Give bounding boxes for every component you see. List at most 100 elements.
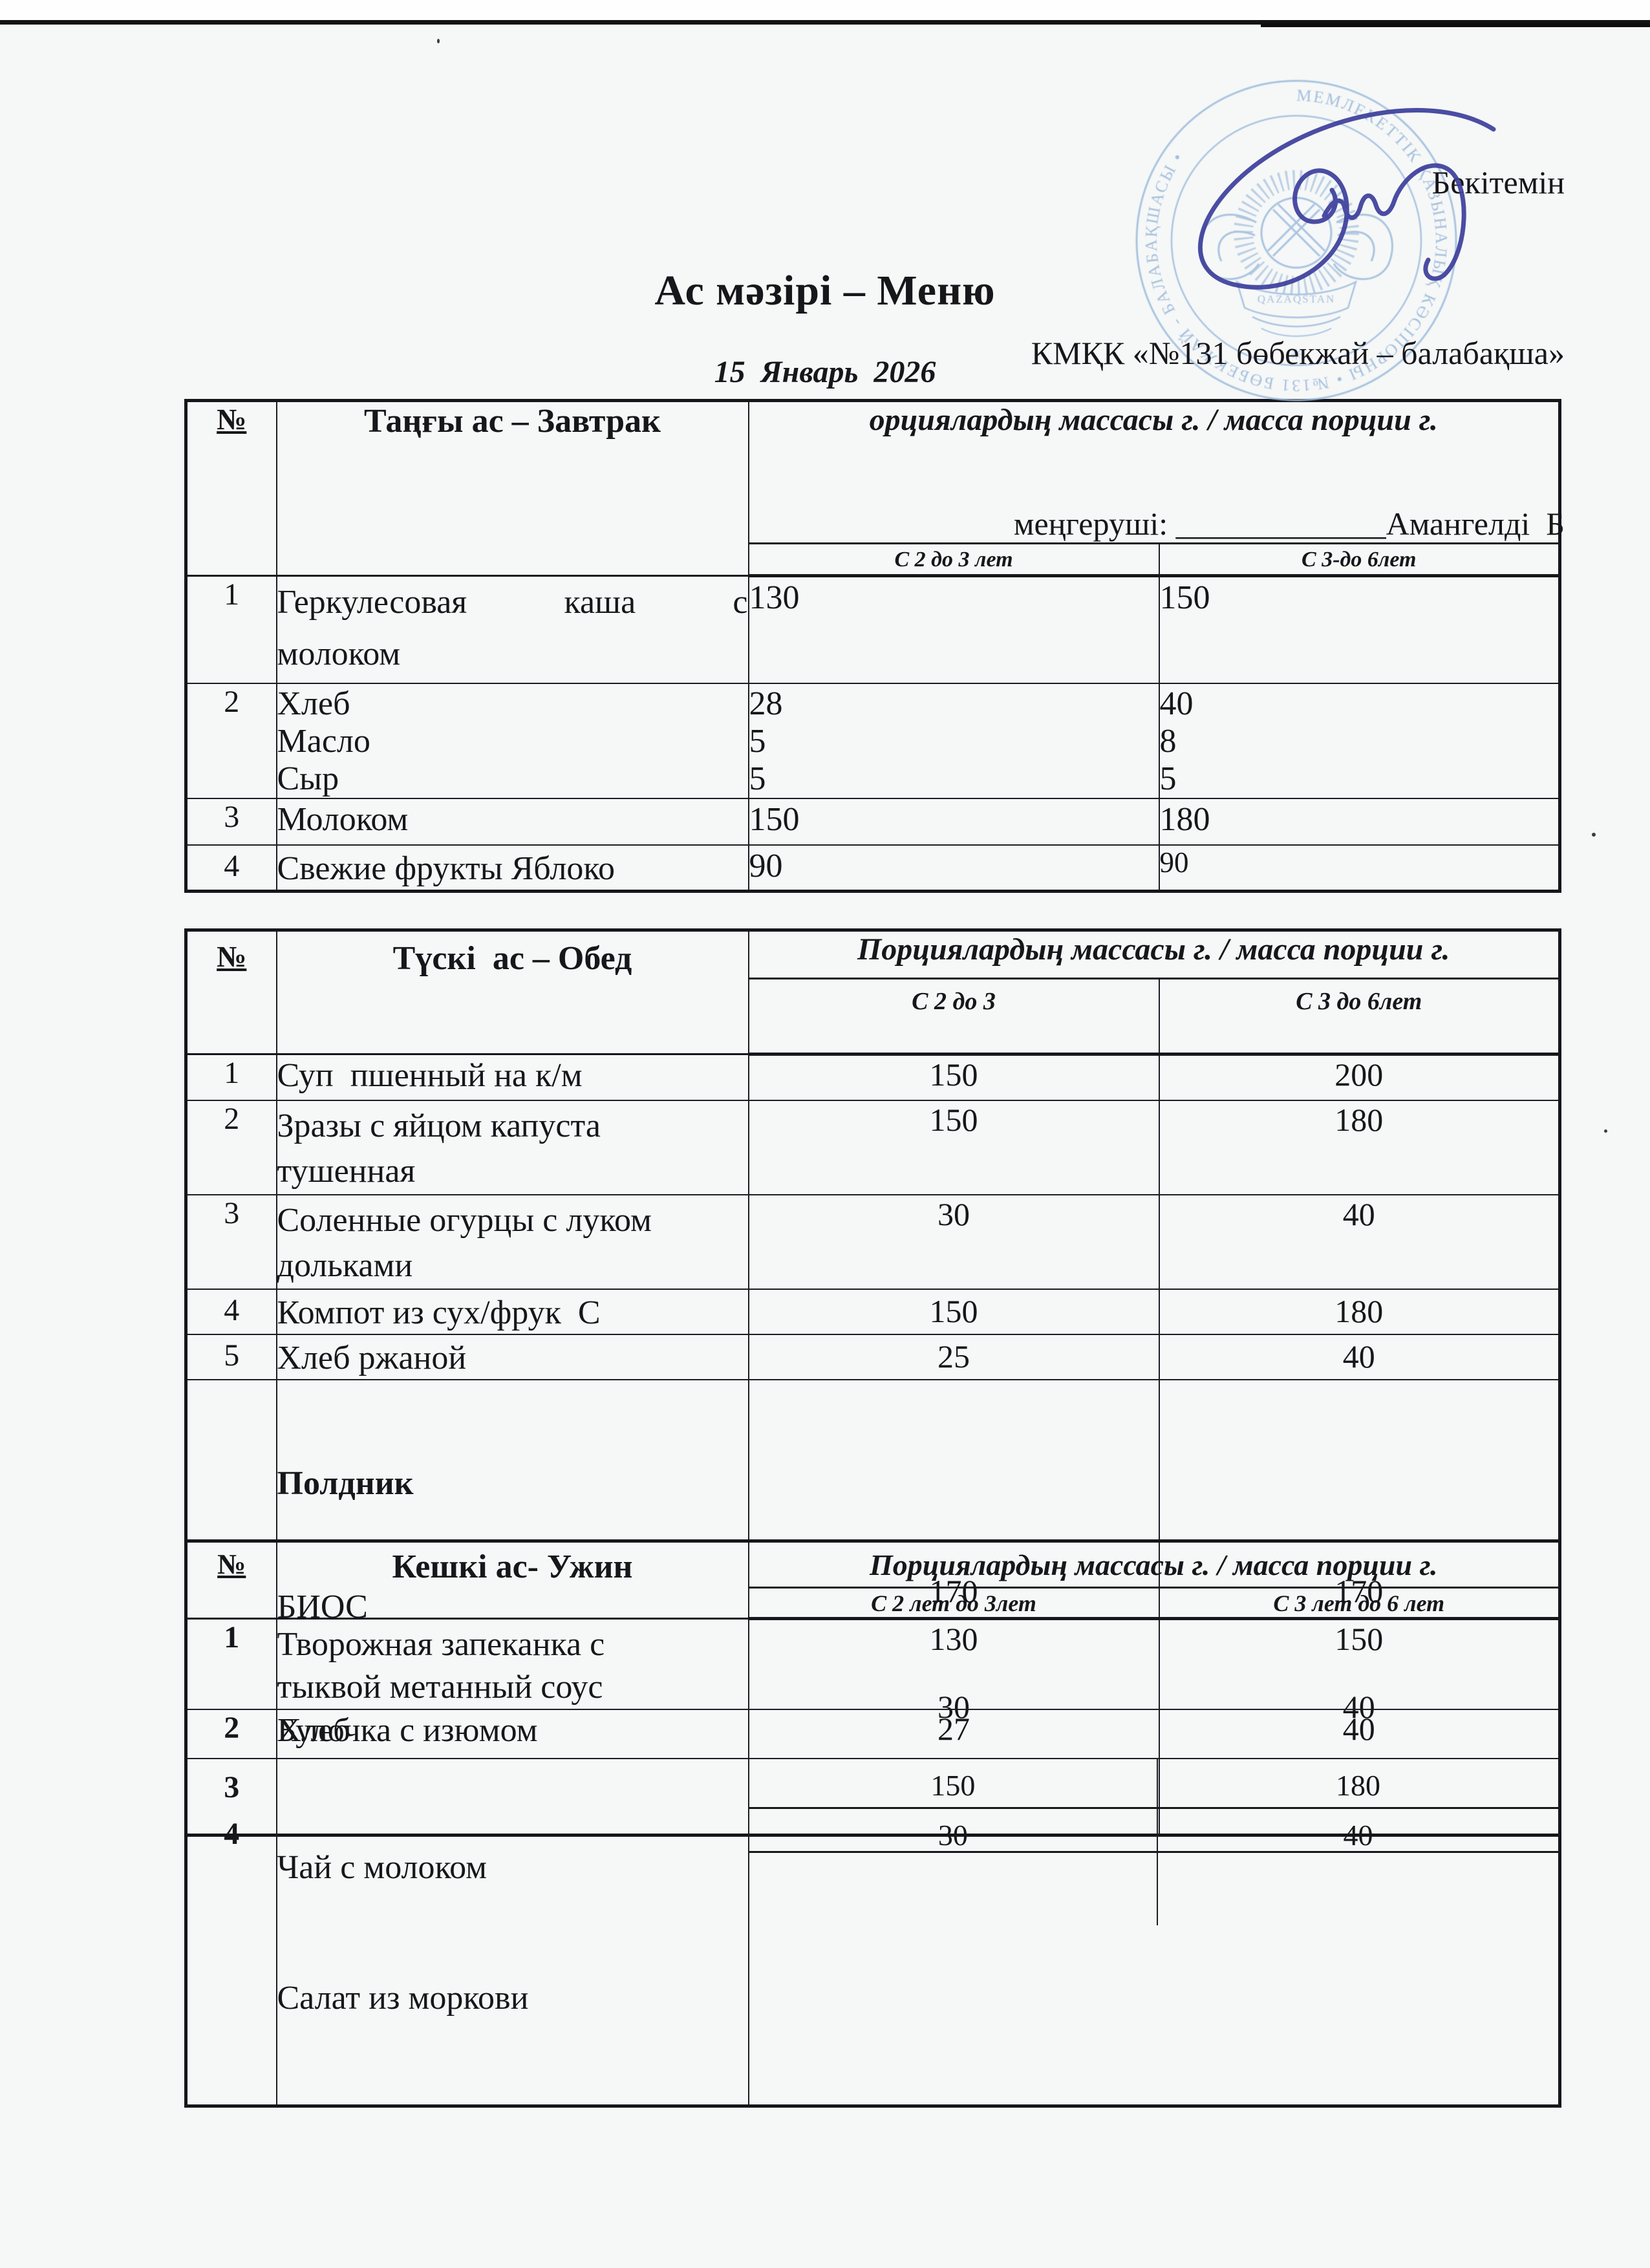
- row-number-cell: 3: [185, 1193, 277, 1290]
- portion-cell-3-6: 180: [1158, 1099, 1561, 1195]
- portion-cell-2-3: 150: [747, 1053, 1160, 1101]
- portion-cell-3-6: 180: [1158, 1760, 1558, 1809]
- row-number-cell: 4: [185, 1288, 277, 1335]
- portion-cell-2-3: 30: [749, 1809, 1159, 1853]
- merged-portions-cell: 150 180 30 40: [747, 1758, 1561, 2107]
- col-header-number: №: [185, 400, 277, 577]
- snack-heading: Полдник: [277, 1464, 414, 1502]
- portion-cell-2-3: 150: [747, 797, 1160, 846]
- scan-artifact-line: [0, 20, 1650, 25]
- col-header-number: №: [185, 1540, 277, 1620]
- scan-speck: [1604, 1129, 1607, 1133]
- portion-cell-3-6: 40 8 5: [1158, 682, 1561, 799]
- row-number-cell: 4: [185, 844, 277, 892]
- scan-speck: [1592, 833, 1596, 837]
- stamp-shanyrak-cross: [1267, 203, 1326, 257]
- portion-cell-3-6: 40: [1158, 1709, 1561, 1759]
- approval-line-organization: КМҚК «№131 бөбекжай – балабақша»: [1031, 335, 1565, 371]
- official-stamp: МЕМЛЕКЕТТІК ҚАЗЫНАЛЫҚ КӘСІПОРНЫ • №131 Б…: [1135, 80, 1457, 401]
- table-row: 5 Хлеб ржаной 25 40: [185, 1333, 1561, 1380]
- row-number-cell: 2: [185, 682, 277, 799]
- dish-cell: Хлеб ржаной: [275, 1333, 749, 1380]
- table-row: 3 Молоком 150 180: [185, 797, 1561, 846]
- col-header-age-3-6: С 3 до 6лет: [1158, 978, 1561, 1056]
- scan-artifact-line: [1261, 23, 1650, 27]
- signature-stroke: [1322, 163, 1466, 281]
- portion-cell-3-6: 180: [1158, 1288, 1561, 1335]
- row-number-cell: 5: [185, 1333, 277, 1380]
- table-row: 1 Творожная запеканка с тыквой метанный …: [185, 1618, 1561, 1710]
- row-number-cell: 3 4: [185, 1758, 277, 2107]
- col-header-portions: Порциялардың массасы г. / масса порции г…: [747, 929, 1561, 979]
- portion-cell-3-6: 40: [1158, 1333, 1561, 1380]
- stamp-ribbon-arc: [1252, 316, 1341, 328]
- dish-cell: Компот из сух/фрук С: [275, 1288, 749, 1335]
- table-row: 3 Соленные огурцы с луком дольками 30 40: [185, 1193, 1561, 1290]
- dinner-table: № Кешкі ас- Ужин Порциялардың массасы г.…: [184, 1539, 1561, 2108]
- stamp-center-text: QAZAQSTAN: [1258, 293, 1336, 305]
- col-header-meal: Түскі ас – Обед: [275, 929, 749, 1055]
- stamp-inner-ring: [1170, 114, 1422, 367]
- portion-cell-3-6: 40: [1158, 1193, 1561, 1290]
- signature-stroke: [1197, 108, 1496, 290]
- row-number-cell: 3: [185, 797, 277, 846]
- col-header-age-3-6: С 3-до 6лет: [1158, 542, 1561, 577]
- row-number-cell: 2: [185, 1099, 277, 1195]
- signature: [1197, 108, 1496, 290]
- portion-cell-2-3: 130: [747, 1618, 1160, 1710]
- approval-line-approved: Бекітемін: [1431, 164, 1565, 200]
- col-header-age-2-3: С 2 до 3 лет: [747, 542, 1160, 577]
- stamp-wing-right: [1333, 213, 1393, 281]
- portion-cell-2-3: 130: [747, 575, 1160, 684]
- approval-block: Бекітемін КМҚК «№131 бөбекжай – балабақш…: [1014, 40, 1565, 609]
- portion-cell-2-3: 28 5 5: [747, 682, 1160, 799]
- dish-cell: Соленные огурцы с луком дольками: [275, 1193, 749, 1290]
- portion-cell-empty: [750, 1853, 1159, 1925]
- col-header-portions: Порциялардың массасы г. / масса порции г…: [747, 1540, 1561, 1589]
- dish-line: Салат из моркови: [277, 1980, 529, 2017]
- scanner-edge-strip: [0, 0, 1650, 20]
- col-header-number: №: [185, 929, 277, 1055]
- row-number-cell: 1: [185, 575, 277, 684]
- col-header-age-2-3: С 2 лет до 3лет: [747, 1587, 1160, 1620]
- table-row: 4 Компот из сух/фрук С 150 180: [185, 1288, 1561, 1335]
- dish-cell: Творожная запеканка с тыквой метанный со…: [275, 1618, 749, 1710]
- page-title: Ас мәзірі – Меню: [654, 267, 996, 314]
- portion-cell-2-3: 90: [747, 844, 1160, 892]
- table-row: 1 Геркулесовая каша с молоком 130 150: [185, 575, 1561, 684]
- col-header-meal: Таңғы ас – Завтрак: [275, 400, 749, 577]
- merged-portions-grid: 150 180 30 40: [749, 1759, 1559, 1925]
- table-row-merged: 3 4 Чай с молоком Салат из моркови 150 1…: [185, 1758, 1561, 2107]
- row-number-cell: 1: [185, 1053, 277, 1101]
- portion-cell-3-6: 180: [1158, 797, 1561, 846]
- dish-cell: Чай с молоком Салат из моркови: [275, 1758, 749, 2107]
- row-number: 3: [224, 1770, 240, 1804]
- menu-date: 15 Январь 2026: [714, 355, 936, 389]
- col-header-portions: орциялардың массасы г. / масса порции г.: [747, 400, 1561, 544]
- breakfast-table: № Таңғы ас – Завтрак орциялардың массасы…: [184, 399, 1561, 893]
- portion-cell-3-6: 150: [1158, 1618, 1561, 1710]
- stamp-star-icon: ✳: [1291, 347, 1302, 363]
- portion-cell-2-3: 150: [747, 1288, 1160, 1335]
- stamp-ribbon-arc: [1261, 328, 1332, 337]
- dish-cell: Свежие фрукты Яблоко: [275, 844, 749, 892]
- portion-cell-2-3: 150: [749, 1759, 1159, 1809]
- col-header-meal: Кешкі ас- Ужин: [275, 1540, 749, 1620]
- scan-speck: [437, 39, 440, 43]
- dish-cell: Хлеб Масло Сыр: [275, 682, 749, 799]
- table-row: 2 Хлеб 27 40: [185, 1709, 1561, 1759]
- table-row: 4 Свежие фрукты Яблоко 90 90: [185, 844, 1561, 892]
- portion-cell-2-3: 27: [747, 1709, 1160, 1759]
- row-number: 4: [224, 1817, 240, 1851]
- col-header-age-2-3: С 2 до 3: [747, 978, 1160, 1056]
- dish-cell: Молоком: [275, 797, 749, 846]
- col-header-age-3-6: С 3 лет до 6 лет: [1158, 1587, 1561, 1620]
- portion-cell-2-3: 30: [747, 1193, 1160, 1290]
- approval-line-manager: меңгеруші: _____________Амангелді Б: [1013, 506, 1565, 542]
- table-row: 2 Хлеб Масло Сыр 28 5 5 40 8 5: [185, 682, 1561, 799]
- table-row: 1 Суп пшенный на к/м 150 200: [185, 1053, 1561, 1101]
- stamp-banner: [1235, 280, 1358, 319]
- table-row: 2 Зразы с яйцом капуста тушенная 150 180: [185, 1099, 1561, 1195]
- dish-cell: Геркулесовая каша с молоком: [275, 575, 749, 684]
- portion-cell-3-6: 200: [1158, 1053, 1561, 1101]
